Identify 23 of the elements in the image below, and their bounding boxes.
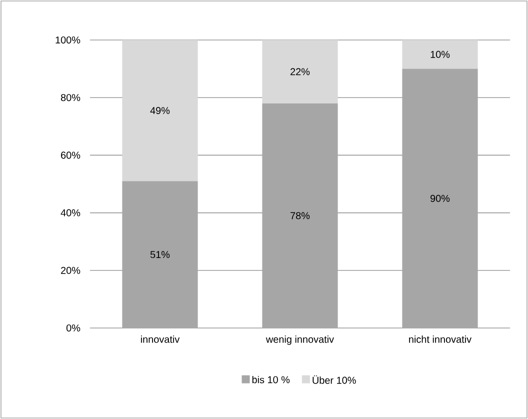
data-label: 49%	[150, 107, 170, 114]
x-tick-label: innovativ	[141, 336, 180, 343]
bar	[122, 181, 198, 328]
data-label: 22%	[290, 68, 310, 76]
bar	[262, 103, 338, 328]
y-tick-label: 80%	[60, 94, 80, 102]
data-label: 10%	[430, 50, 450, 58]
x-tick-label: nicht innovativ	[409, 336, 472, 343]
x-tick-label: wenig innovativ	[266, 336, 334, 345]
bar	[402, 68, 478, 328]
bar	[122, 40, 198, 182]
legend-label: Über 10%	[312, 375, 356, 384]
bar	[402, 40, 478, 69]
y-tick-label: 60%	[61, 152, 80, 159]
y-tick-label: 40%	[60, 209, 80, 216]
legend-label: bis 10 %	[252, 376, 290, 384]
y-tick-label: 20%	[61, 266, 80, 274]
data-label: 51%	[150, 251, 170, 258]
y-tick-label: 0%	[66, 324, 80, 332]
y-tick-label: 100%	[56, 36, 80, 44]
bar	[262, 40, 338, 104]
data-label: 78%	[290, 212, 310, 220]
data-label: 90%	[430, 194, 450, 202]
